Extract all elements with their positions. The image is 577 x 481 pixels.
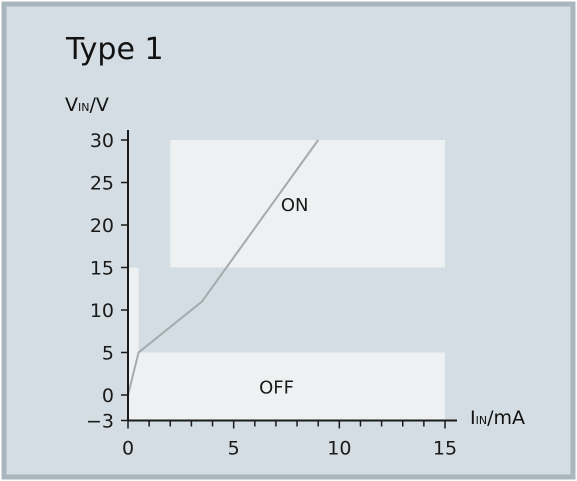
- y-tick-label: 30: [90, 130, 114, 152]
- region-label-on: ON: [281, 195, 309, 216]
- y-tick-label: 0: [102, 385, 114, 407]
- y-tick-label: −3: [86, 411, 114, 433]
- region-transition: [128, 267, 139, 421]
- series-line-1: [127, 139, 320, 396]
- x-axis-label-main: I: [470, 407, 476, 429]
- x-axis-label-unit: /mA: [487, 407, 525, 429]
- ticks-group: −3 0 5 10 15 20 25 30 0 5 10 15: [86, 130, 457, 460]
- y-axis-label-unit: /V: [89, 94, 108, 116]
- curve-group: [127, 139, 320, 396]
- y-axis-label-sub: IN: [78, 101, 89, 114]
- x-tick-label: 0: [122, 438, 134, 460]
- y-axis-label: VIN/V: [65, 94, 109, 116]
- y-tick-label: 10: [90, 300, 114, 322]
- y-tick-label: 5: [102, 343, 114, 365]
- region-label-off: OFF: [259, 378, 294, 399]
- y-tick-label: 25: [90, 173, 114, 195]
- y-tick-label: 20: [90, 215, 114, 237]
- chart-title: Type 1: [65, 32, 164, 67]
- x-tick-label: 10: [327, 438, 351, 460]
- x-axis-label-sub: IN: [476, 414, 487, 427]
- y-axis-label-main: V: [65, 94, 78, 116]
- region-off: [128, 352, 445, 421]
- x-tick-label: 5: [228, 438, 240, 460]
- x-axis-label: IIN/mA: [470, 407, 525, 429]
- x-tick-label: 15: [433, 438, 457, 460]
- region-on: [170, 140, 445, 268]
- y-tick-label: 15: [90, 258, 114, 280]
- regions-group: ON OFF: [128, 140, 445, 421]
